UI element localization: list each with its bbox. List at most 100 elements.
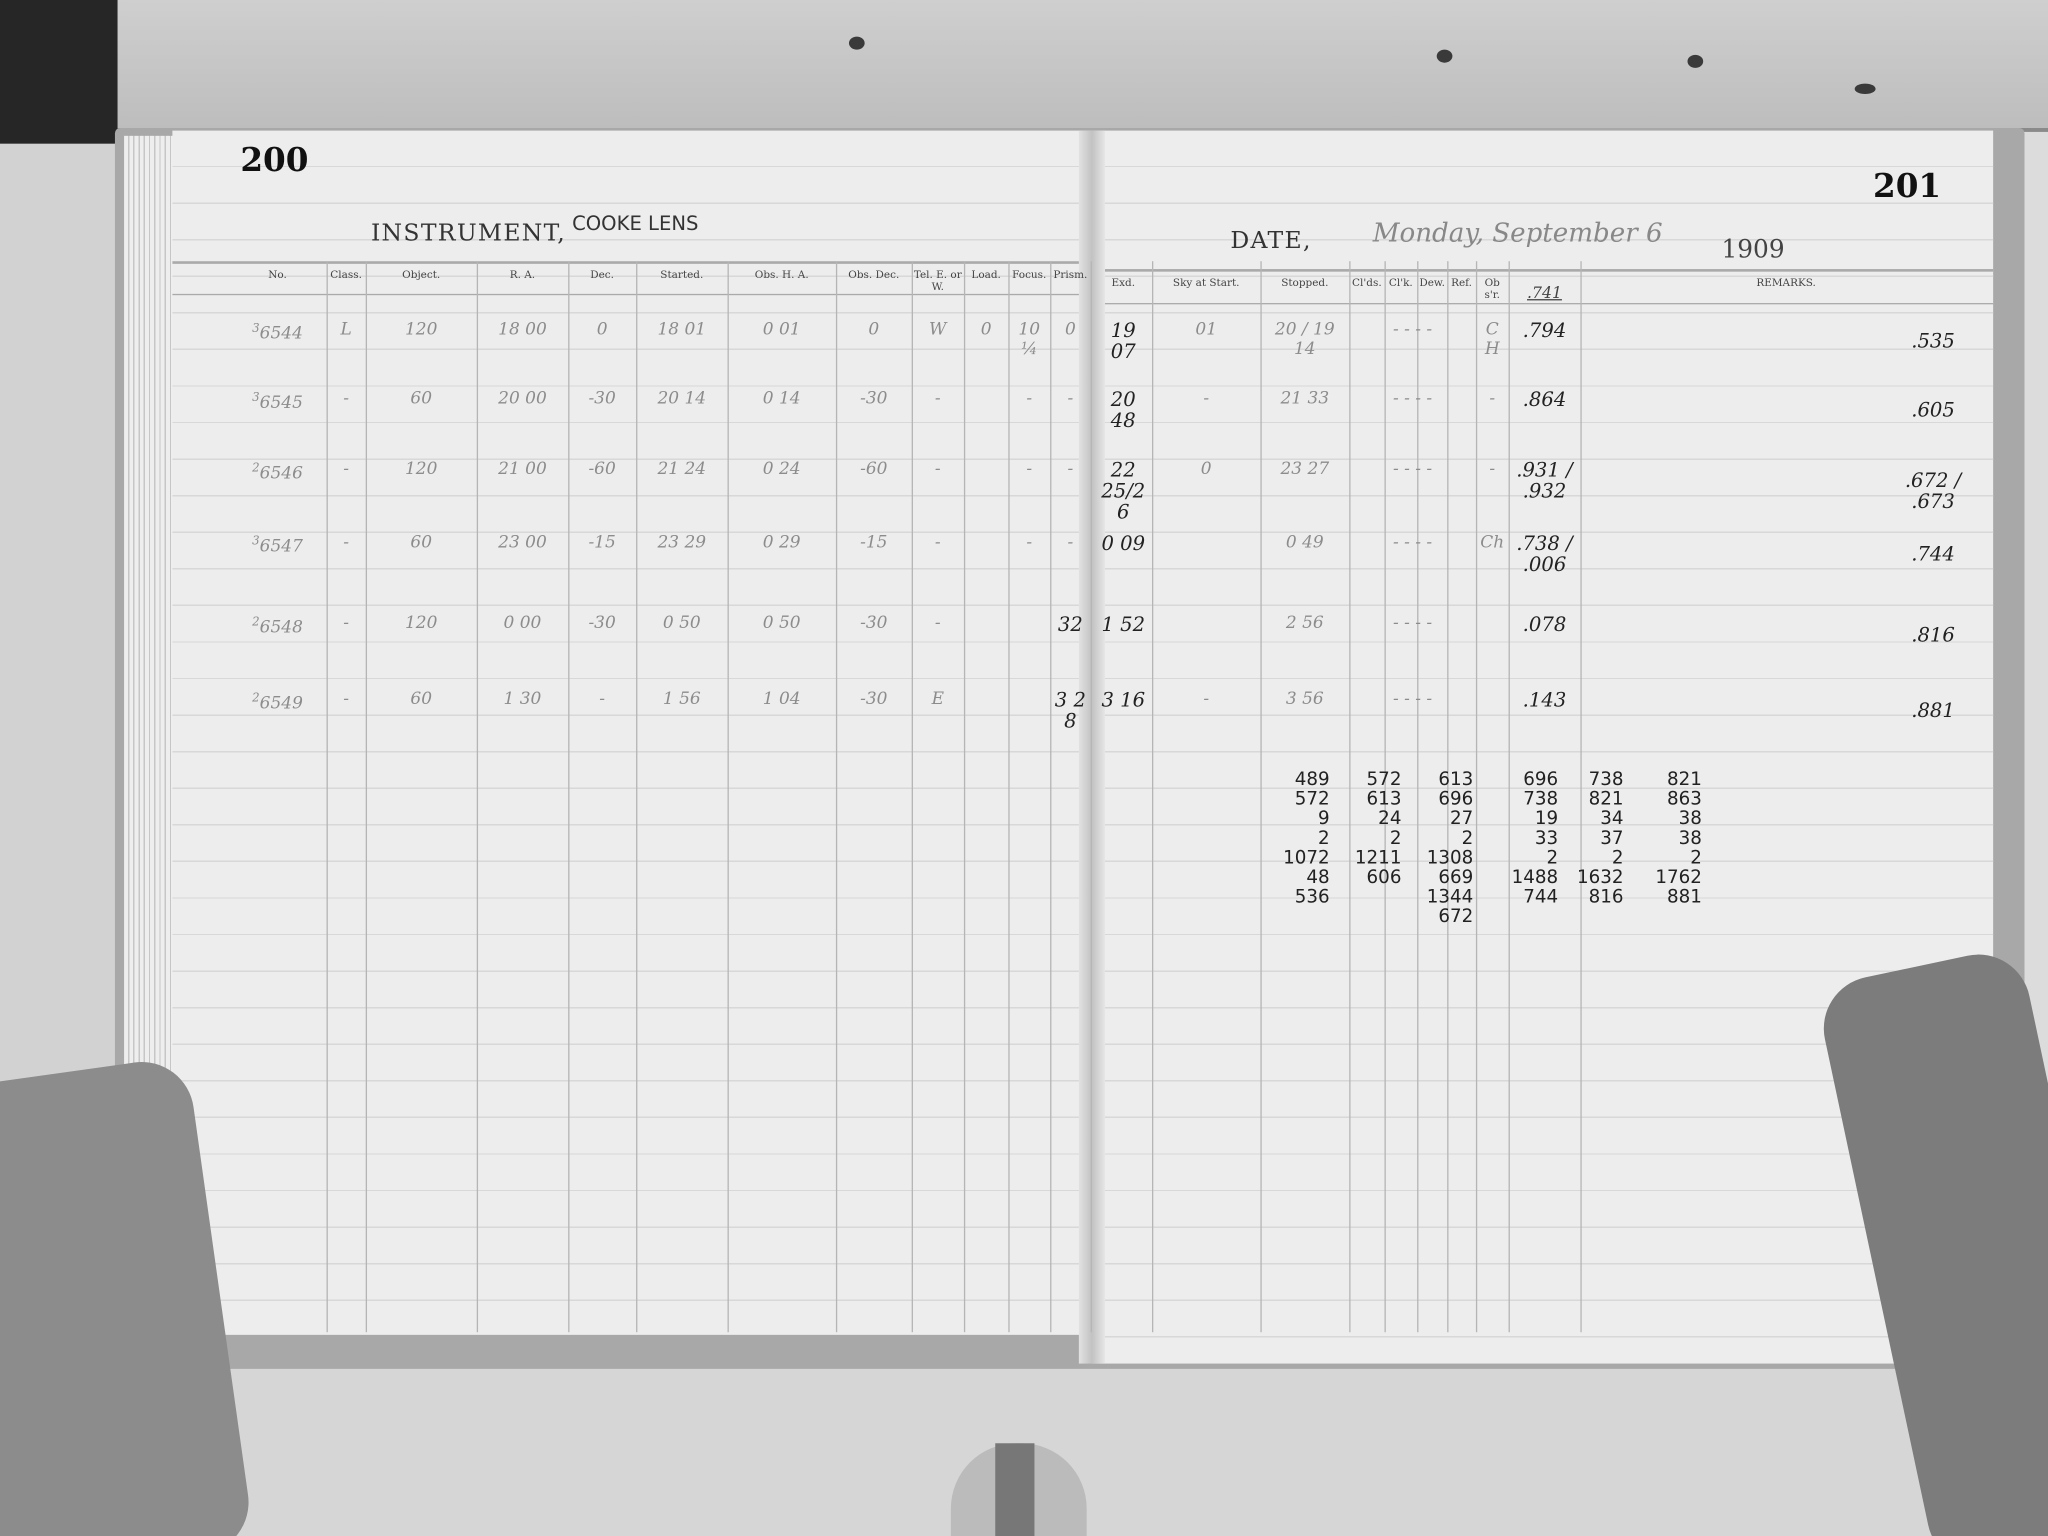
cell-oha: 0 01 [762,319,801,340]
cell-stop: 20 / 19 14 [1274,319,1335,360]
cell-exd: 3 16 [1101,688,1146,712]
cell-stop: 2 56 [1285,613,1324,634]
cell-dec: -15 [588,532,616,553]
cell-obsr: CH [1484,319,1500,360]
cell-tel: W [929,319,947,340]
nail [848,36,865,50]
plate-number: 6548 [259,618,303,638]
cell-start: 21 24 [657,459,707,480]
cell-tel: - [934,389,941,409]
cell-val: .143 [1522,688,1567,712]
cell-rem: .816 [1911,623,1955,647]
column-header: Exd. [1111,276,1136,289]
cell-odec: -30 [860,613,888,634]
cell-stop: 21 33 [1280,389,1330,409]
cell-oha: 1 04 [762,689,801,710]
cell-obsr: - [1489,389,1496,409]
plate-number: 6545 [259,393,303,414]
cell-cls: - [343,613,349,634]
cell-clds: - - - - [1392,532,1433,553]
cell-obj: 60 [410,532,433,553]
cell-odec: -30 [860,389,888,409]
cell-rem: .881 [1911,698,1955,723]
column-header: Started. [660,269,704,281]
column-rule [1260,261,1262,1333]
plate-superscript: 3 [252,322,260,336]
cell-prism: - [1067,459,1074,480]
column-header: Tel. E. or W. [913,269,962,293]
column-rule [1475,261,1478,1333]
cell-ra: 18 00 [498,319,547,340]
cell-sky: - [1203,689,1210,710]
column-header: Ref. [1451,276,1472,289]
date-year: 1909 [1721,235,1785,264]
cell-clds: - - - - [1392,613,1433,634]
cell-oha: 0 50 [762,613,801,634]
cell-exd: 20 48 [1110,387,1136,433]
cell-cls: - [343,459,349,480]
column-header: Obs. H. A. [754,269,809,281]
cell-ra: 1 30 [503,689,542,710]
column-header: Prism. [1053,269,1088,281]
cell-start: 18 01 [657,319,707,340]
cell-val: .864 [1522,387,1567,412]
column-rule [1580,261,1582,1333]
cell-ra: 0 00 [503,613,542,634]
header-rule [172,293,1092,296]
column-rule [476,261,479,1333]
column-header: R. A. [509,269,536,281]
cell-odec: -15 [860,532,888,553]
calculation-column: 696 738 19 33 2 1488 744 [1511,769,1559,908]
cell-start: 0 50 [662,613,701,634]
nail [1854,83,1876,95]
cell-ra: 23 00 [498,532,547,553]
cell-obsr: - [1489,459,1496,480]
cell-dec: 0 [596,319,608,340]
cell-prism: - [1067,532,1074,553]
cell-dec: -60 [588,459,616,480]
header-rule [1091,303,1994,305]
cell-exd: 19 07 [1110,318,1136,364]
column-header: No. [268,269,287,281]
cell-clds: - - - - [1392,389,1433,409]
column-rule [1090,261,1092,1333]
column-header: Dew. [1419,276,1445,289]
cell-rem: .672 / .673 [1904,468,1962,514]
column-header: Dec. [590,269,614,281]
cell-cls: L [340,319,352,340]
calculation-column: 489 572 9 2 1072 48 536 [1283,769,1330,908]
cell-start: 23 29 [657,532,707,553]
column-rule [911,261,913,1333]
column-rule [963,261,966,1333]
column-rule [1151,261,1154,1333]
clamp-bracket [995,1443,1035,1536]
cell-focus: 10¼ [1018,319,1041,360]
cell-val: .738 / .006 [1516,531,1573,576]
cell-rem: .605 [1911,398,1955,422]
cell-cls: - [343,689,349,710]
cell-odec: 0 [868,319,880,340]
cell-odec: -60 [860,459,888,480]
plate-superscript: 3 [252,391,260,405]
cell-stop: 23 27 [1280,459,1330,480]
date-label: DATE, [1230,227,1312,255]
cell-odec: -30 [860,689,888,710]
cell-clds: - - - - [1392,459,1433,480]
cell-prism: 3 2 8 [1054,688,1086,733]
cell-clds: - - - - [1392,689,1433,710]
column-rule [636,261,638,1333]
column-rule [1349,261,1351,1333]
cell-rem: .744 [1911,542,1955,566]
column-rule [1508,261,1510,1333]
nail [1687,54,1704,68]
column-rule [1417,261,1419,1333]
cell-exd: 1 52 [1101,612,1146,637]
cell-exd: 22 25/26 [1101,458,1146,524]
cell-tel: - [934,532,941,553]
cell-obsr: Ch [1480,532,1505,553]
cell-obj: 120 [404,613,438,634]
column-header: Load. [971,269,1001,281]
cell-no: 36544 [231,320,324,344]
cell-focus: - [1026,389,1033,409]
column-header: Obs. Dec. [848,269,900,281]
